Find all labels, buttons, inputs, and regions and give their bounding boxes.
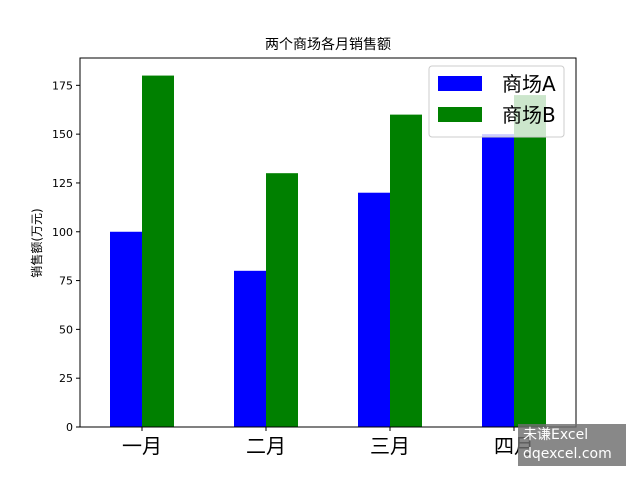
bars-group xyxy=(110,75,546,428)
y-tick-label-3: 75 xyxy=(59,275,73,288)
legend-swatch-1 xyxy=(438,76,482,91)
y-tick-label-2: 50 xyxy=(59,323,73,336)
y-tick-label-1: 25 xyxy=(59,372,73,385)
bar-series2-1 xyxy=(142,75,174,428)
bar-series2-3 xyxy=(390,114,422,427)
bar-series1-4 xyxy=(482,134,514,427)
x-tick-label-2: 三月 xyxy=(370,434,410,458)
bar-series2-2 xyxy=(266,173,298,427)
legend-label-2: 商场B xyxy=(502,103,556,127)
watermark-line1: 未谦Excel xyxy=(523,427,589,443)
y-tick-label-6: 150 xyxy=(52,128,73,141)
y-tick-label-7: 175 xyxy=(52,79,73,92)
bar-series1-2 xyxy=(234,270,266,427)
watermark-line2: dqexcel.com xyxy=(523,446,612,462)
watermark: 未谦Excel dqexcel.com xyxy=(518,424,626,466)
chart-title: 两个商场各月销售额 xyxy=(265,37,391,53)
axes-group xyxy=(79,57,577,428)
bar-series2-4 xyxy=(514,95,546,427)
legend: 商场A 商场B xyxy=(428,65,565,138)
y-axis-label: 销售额(万元) xyxy=(29,208,44,277)
y-tick-label-5: 125 xyxy=(52,177,73,190)
plot-frame xyxy=(79,57,577,428)
bar-series1-1 xyxy=(110,231,142,427)
y-tick-label-4: 100 xyxy=(52,226,73,239)
legend-label-1: 商场A xyxy=(502,72,556,96)
y-tick-label-0: 0 xyxy=(66,421,73,434)
bar-series1-3 xyxy=(358,192,390,427)
x-tick-label-0: 一月 xyxy=(122,434,162,458)
x-tick-label-1: 二月 xyxy=(246,434,286,458)
legend-swatch-2 xyxy=(438,107,482,122)
